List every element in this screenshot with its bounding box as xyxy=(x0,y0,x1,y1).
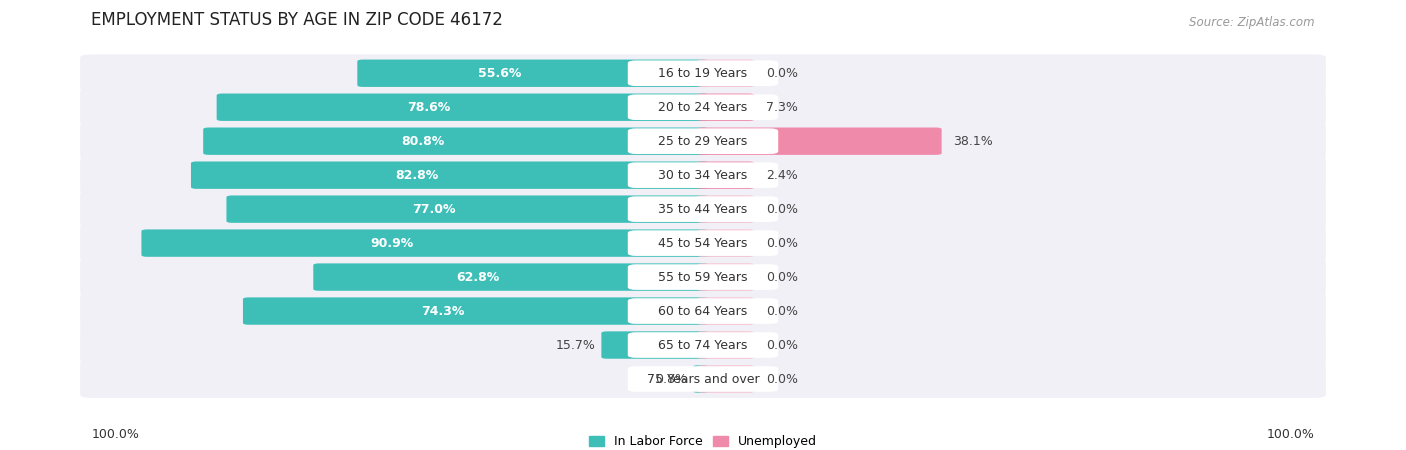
Text: 62.8%: 62.8% xyxy=(456,270,499,284)
Text: 78.6%: 78.6% xyxy=(408,101,451,114)
Text: 7.3%: 7.3% xyxy=(766,101,797,114)
Text: Source: ZipAtlas.com: Source: ZipAtlas.com xyxy=(1189,16,1315,29)
FancyBboxPatch shape xyxy=(80,122,1326,160)
Text: 74.3%: 74.3% xyxy=(420,305,464,318)
FancyBboxPatch shape xyxy=(204,127,709,155)
FancyBboxPatch shape xyxy=(697,230,755,257)
FancyBboxPatch shape xyxy=(697,162,755,189)
FancyBboxPatch shape xyxy=(627,162,779,188)
FancyBboxPatch shape xyxy=(80,190,1326,228)
Text: 60 to 64 Years: 60 to 64 Years xyxy=(658,305,748,318)
Text: 2.4%: 2.4% xyxy=(766,169,797,182)
Text: 80.8%: 80.8% xyxy=(401,135,444,148)
Text: 15.7%: 15.7% xyxy=(555,338,596,351)
FancyBboxPatch shape xyxy=(243,297,709,325)
Text: 16 to 19 Years: 16 to 19 Years xyxy=(658,67,748,80)
FancyBboxPatch shape xyxy=(697,195,755,223)
Text: 55.6%: 55.6% xyxy=(478,67,522,80)
FancyBboxPatch shape xyxy=(693,365,709,393)
Text: 25 to 29 Years: 25 to 29 Years xyxy=(658,135,748,148)
FancyBboxPatch shape xyxy=(80,54,1326,92)
Text: 0.0%: 0.0% xyxy=(766,67,797,80)
FancyBboxPatch shape xyxy=(627,366,779,392)
FancyBboxPatch shape xyxy=(80,156,1326,194)
Text: 77.0%: 77.0% xyxy=(412,202,456,216)
Text: 55 to 59 Years: 55 to 59 Years xyxy=(658,270,748,284)
Text: 35 to 44 Years: 35 to 44 Years xyxy=(658,202,748,216)
FancyBboxPatch shape xyxy=(627,196,779,222)
FancyBboxPatch shape xyxy=(80,326,1326,364)
FancyBboxPatch shape xyxy=(142,230,709,257)
Legend: In Labor Force, Unemployed: In Labor Force, Unemployed xyxy=(589,435,817,448)
FancyBboxPatch shape xyxy=(80,360,1326,398)
FancyBboxPatch shape xyxy=(80,258,1326,296)
FancyBboxPatch shape xyxy=(697,365,755,393)
FancyBboxPatch shape xyxy=(697,59,755,87)
FancyBboxPatch shape xyxy=(191,162,709,189)
Text: 38.1%: 38.1% xyxy=(953,135,993,148)
FancyBboxPatch shape xyxy=(697,331,755,359)
Text: 30 to 34 Years: 30 to 34 Years xyxy=(658,169,748,182)
Text: 0.0%: 0.0% xyxy=(766,305,797,318)
FancyBboxPatch shape xyxy=(627,94,779,120)
Text: 75 Years and over: 75 Years and over xyxy=(647,373,759,386)
FancyBboxPatch shape xyxy=(697,127,942,155)
Text: 0.0%: 0.0% xyxy=(766,373,797,386)
FancyBboxPatch shape xyxy=(80,224,1326,262)
Text: 45 to 54 Years: 45 to 54 Years xyxy=(658,237,748,250)
FancyBboxPatch shape xyxy=(627,230,779,256)
FancyBboxPatch shape xyxy=(217,94,709,121)
Text: 0.0%: 0.0% xyxy=(766,338,797,351)
FancyBboxPatch shape xyxy=(697,94,755,121)
FancyBboxPatch shape xyxy=(627,128,779,154)
FancyBboxPatch shape xyxy=(80,292,1326,330)
Text: EMPLOYMENT STATUS BY AGE IN ZIP CODE 46172: EMPLOYMENT STATUS BY AGE IN ZIP CODE 461… xyxy=(91,11,503,29)
Text: 0.8%: 0.8% xyxy=(655,373,688,386)
Text: 0.0%: 0.0% xyxy=(766,202,797,216)
Text: 65 to 74 Years: 65 to 74 Years xyxy=(658,338,748,351)
Text: 100.0%: 100.0% xyxy=(1267,428,1315,441)
FancyBboxPatch shape xyxy=(357,59,709,87)
FancyBboxPatch shape xyxy=(627,264,779,290)
Text: 0.0%: 0.0% xyxy=(766,270,797,284)
Text: 20 to 24 Years: 20 to 24 Years xyxy=(658,101,748,114)
FancyBboxPatch shape xyxy=(627,298,779,324)
Text: 82.8%: 82.8% xyxy=(395,169,439,182)
Text: 0.0%: 0.0% xyxy=(766,237,797,250)
FancyBboxPatch shape xyxy=(314,263,709,291)
FancyBboxPatch shape xyxy=(627,60,779,86)
FancyBboxPatch shape xyxy=(627,332,779,358)
Text: 90.9%: 90.9% xyxy=(370,237,413,250)
FancyBboxPatch shape xyxy=(602,331,709,359)
Text: 100.0%: 100.0% xyxy=(91,428,139,441)
FancyBboxPatch shape xyxy=(697,263,755,291)
FancyBboxPatch shape xyxy=(697,297,755,325)
FancyBboxPatch shape xyxy=(80,88,1326,126)
FancyBboxPatch shape xyxy=(226,195,709,223)
